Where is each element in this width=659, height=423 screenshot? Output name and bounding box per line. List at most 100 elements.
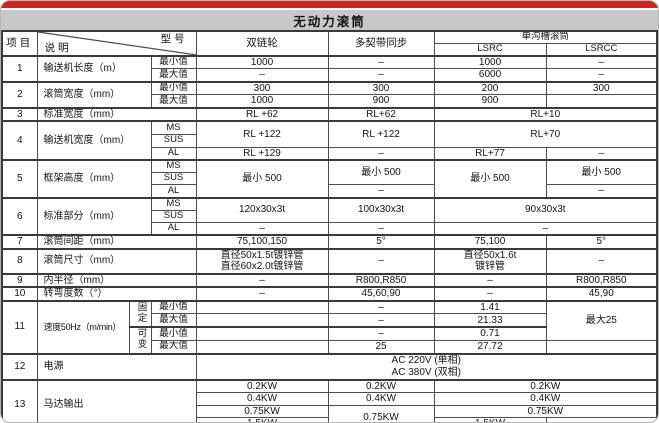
value-cell: 直径50x1.6t 镀锌管	[433, 247, 547, 275]
value-cell: RL +62	[195, 106, 329, 122]
value-cell: 6000	[433, 68, 547, 83]
value-cell: 1.41	[433, 299, 547, 315]
sub-label-ms: MS	[150, 120, 197, 135]
value-cell: 45,90	[545, 286, 658, 302]
value-cell: –	[327, 184, 435, 199]
value-cell: –	[433, 221, 658, 236]
value-cell: 最小 500	[327, 159, 435, 186]
value-cell: 300	[545, 80, 658, 96]
header-item: 项目	[1, 30, 38, 57]
top-accent-bar	[1, 1, 658, 8]
row-label: 转弯度数（°）	[36, 286, 197, 302]
value-cell: 0.75KW	[327, 404, 435, 422]
header-col-lsrc: LSRC	[433, 42, 547, 57]
row-number: 8	[1, 247, 38, 275]
value-cell: 200	[433, 80, 547, 96]
sub-label-sus: SUS	[150, 172, 197, 186]
value-line: 镀锌管	[475, 261, 506, 273]
value-cell: 1000	[195, 94, 329, 109]
value-cell: 0.4KW	[327, 392, 435, 406]
sub-label-min: 最小值	[150, 80, 197, 96]
row-number: 12	[1, 352, 38, 381]
value-cell: 0.2KW	[433, 378, 658, 394]
sub-label-min: 最小值	[150, 299, 197, 315]
row-label: 速度50Hz（m/min）	[36, 299, 130, 355]
value-cell: R800,R850	[545, 272, 658, 288]
value-cell: 21.33	[433, 313, 547, 328]
sub-label-sus: SUS	[150, 209, 197, 223]
value-cell: –	[545, 68, 658, 83]
row-number: 11	[1, 299, 38, 355]
value-cell: 0.2KW	[195, 378, 329, 394]
group-label-text: 固定	[135, 301, 147, 323]
value-cell: 1000	[195, 54, 329, 70]
value-cell: RL+10	[433, 106, 658, 122]
value-cell: 90x30x3t	[433, 196, 658, 223]
value-cell: –	[195, 68, 329, 83]
header-col-double-chain: 双链轮	[195, 30, 329, 57]
sub-label-min: 最小值	[150, 326, 197, 341]
value-cell: 0.71	[433, 326, 547, 341]
value-cell: 900	[433, 94, 547, 109]
row-label: 标准部分（mm）	[36, 196, 152, 236]
value-cell: RL +122	[327, 120, 435, 148]
value-line: AC 220V (单相)	[391, 355, 461, 367]
header-col-poly-v-belt: 多契带同步	[327, 30, 435, 57]
value-cell: –	[433, 286, 547, 302]
value-cell: –	[327, 247, 435, 275]
value-cell: R800,R850	[327, 272, 435, 288]
value-cell: 最大25	[545, 299, 658, 341]
group-label-text: 可变	[135, 328, 147, 350]
value-cell: 75,100	[433, 234, 547, 250]
row-number: 9	[1, 272, 38, 288]
value-cell: –	[545, 54, 658, 70]
value-cell: RL+70	[433, 120, 658, 148]
value-cell	[195, 326, 329, 341]
row-number: 6	[1, 196, 38, 236]
value-cell: –	[327, 54, 435, 70]
value-cell: RL+77	[433, 146, 547, 161]
value-cell: 1.5KW	[433, 417, 547, 422]
value-cell: AC 220V (单相) AC 380V (双相)	[195, 352, 658, 381]
value-cell: –	[327, 68, 435, 83]
value-cell: 25	[327, 339, 435, 355]
value-cell: –	[545, 146, 658, 161]
row-label: 电源	[36, 352, 197, 381]
value-cell: –	[327, 146, 435, 161]
sub-label-max: 最大值	[150, 313, 197, 328]
value-cell: 120x30x3t	[195, 196, 329, 223]
value-cell: –	[545, 247, 658, 275]
value-cell: –	[545, 184, 658, 199]
value-cell: 0.4KW	[195, 392, 329, 406]
value-cell: –	[545, 417, 658, 422]
row-number: 2	[1, 80, 38, 109]
row-number: 4	[1, 120, 38, 161]
row-number: 7	[1, 234, 38, 250]
value-cell	[195, 299, 329, 315]
value-cell	[545, 339, 658, 355]
value-cell: 0.2KW	[327, 378, 435, 394]
row-label: 滚筒尺寸（mm）	[36, 247, 197, 275]
row-label: 输送机宽度（mm）	[36, 120, 152, 161]
value-cell	[195, 339, 329, 355]
sub-label-al: AL	[150, 221, 197, 236]
row-number: 1	[1, 54, 38, 83]
value-cell: 1000	[433, 54, 547, 70]
value-cell: 0.4KW	[433, 392, 658, 406]
diagonal-line	[38, 32, 196, 55]
value-cell: 最小 500	[433, 159, 547, 199]
header-desc-label: 说明	[44, 41, 72, 54]
value-cell: 最小 500	[195, 159, 329, 199]
value-cell: –	[195, 272, 329, 288]
value-cell: –	[327, 313, 435, 328]
row-number: 3	[1, 106, 38, 122]
page-title: 无动力滚筒	[293, 14, 366, 29]
value-cell: RL+62	[327, 106, 435, 122]
sub-label-al: AL	[150, 146, 197, 161]
header-col-single-groove: 单沟槽滚筒	[433, 30, 658, 44]
value-cell: 直径50x1.5t镀锌管 直径60x2.0t镀锌管	[195, 247, 329, 275]
value-cell: 1.5KW	[195, 417, 329, 422]
row-label: 框架高度（mm）	[36, 159, 152, 199]
value-cell: RL +129	[195, 146, 329, 161]
